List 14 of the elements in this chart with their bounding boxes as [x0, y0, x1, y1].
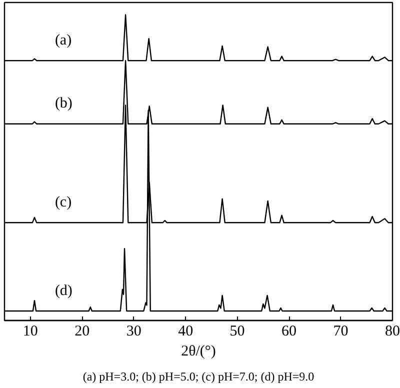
x-tick-label: 30 — [126, 324, 142, 340]
x-tick-label: 20 — [74, 324, 90, 340]
series-label: (b) — [54, 96, 72, 112]
x-tick-label: 60 — [282, 324, 297, 340]
x-tick-label: 80 — [385, 324, 400, 340]
series-label: (d) — [54, 282, 72, 299]
series-label: (a) — [54, 32, 72, 48]
x-tick-label: 70 — [333, 324, 348, 340]
text: (a) pH=3.0; (b) pH=5.0; (c) pH=7.0; (d) pH=9.0 — [82, 370, 314, 384]
x-axis-title: 2θ/(°) — [181, 344, 216, 360]
series-label: (c) — [54, 194, 72, 210]
x-tick-label: 50 — [230, 324, 245, 340]
x-tick-label: 40 — [178, 324, 194, 340]
x-tick-label: 10 — [22, 324, 38, 340]
